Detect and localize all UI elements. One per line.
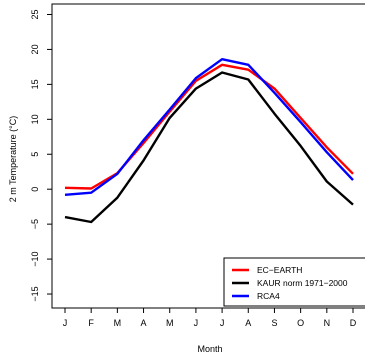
y-tick-label: −15 — [30, 286, 40, 301]
y-axis-label: 2 m Temperature (°C) — [8, 116, 18, 202]
y-tick-label: 5 — [30, 152, 40, 157]
x-tick-label: M — [114, 318, 122, 328]
y-tick-label: 15 — [30, 79, 40, 89]
y-tick-label: 25 — [30, 9, 40, 19]
x-tick-label: F — [88, 318, 94, 328]
x-tick-label: A — [245, 318, 251, 328]
x-axis-label: Month — [197, 344, 222, 352]
x-tick-label: N — [324, 318, 331, 328]
x-tick-label: J — [194, 318, 199, 328]
legend-label: EC−EARTH — [257, 265, 302, 275]
y-tick-label: 10 — [30, 114, 40, 124]
x-tick-label: J — [220, 318, 225, 328]
legend-label: RCA4 — [257, 291, 280, 301]
series-lines — [64, 58, 354, 224]
series-line — [64, 58, 354, 196]
legend-label: KAUR norm 1971−2000 — [257, 278, 348, 288]
plot-frame — [51, 3, 365, 309]
x-tick-label: D — [350, 318, 357, 328]
series-line — [64, 63, 354, 190]
x-tick-label: S — [271, 318, 277, 328]
series-line — [64, 71, 354, 224]
x-tick-label: O — [297, 318, 304, 328]
x-tick-label: M — [166, 318, 174, 328]
x-tick-label: A — [141, 318, 147, 328]
y-tick-label: −10 — [30, 251, 40, 266]
y-tick-label: −5 — [30, 219, 40, 229]
plot-axes: J F M A M J J A S O N D −15 −10 −5 0 5 10 15 20 25 — [30, 3, 365, 328]
x-tick-label: J — [63, 318, 68, 328]
y-tick-label: 20 — [30, 44, 40, 54]
legend: EC−EARTH KAUR norm 1971−2000 RCA4 — [223, 257, 365, 307]
y-tick-label: 0 — [30, 187, 40, 192]
